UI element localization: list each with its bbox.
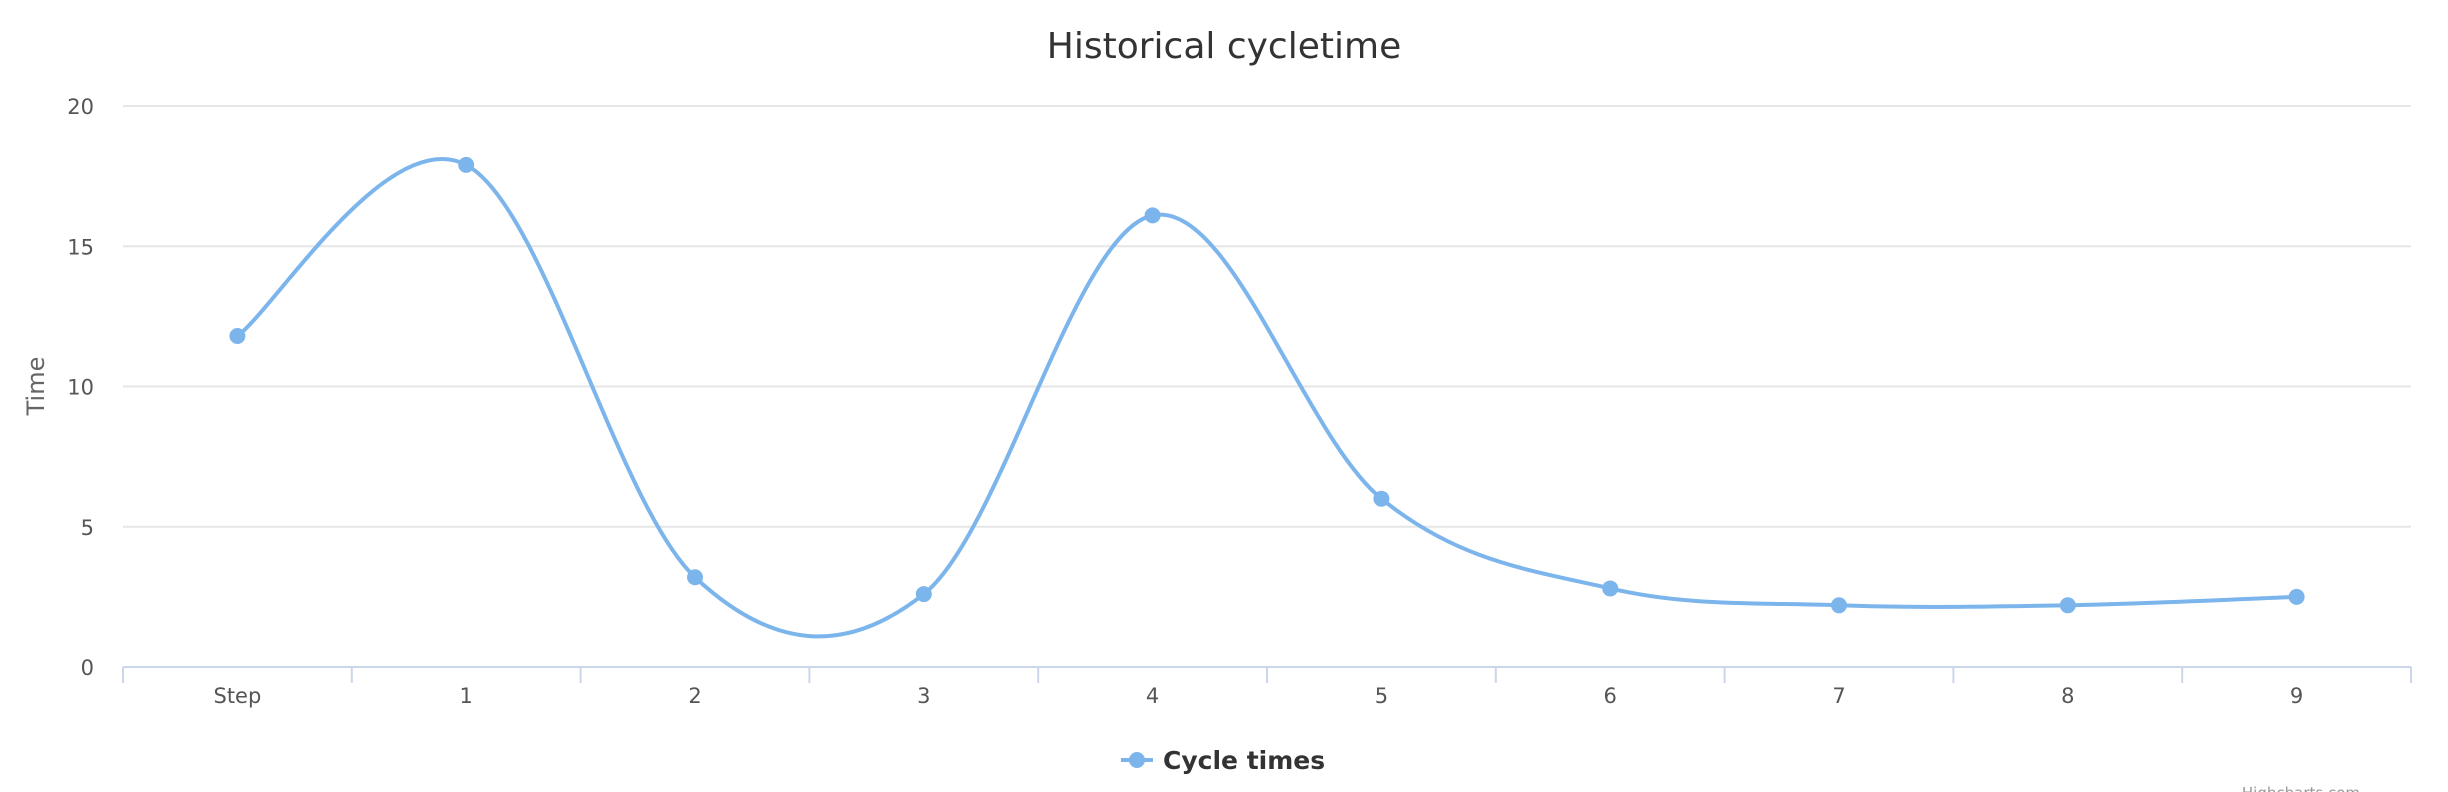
data-point-5[interactable] (1373, 490, 1390, 507)
data-point-1[interactable] (458, 156, 475, 173)
x-tick-label-4: 4 (1146, 684, 1159, 708)
x-tick-label-8: 8 (2061, 684, 2074, 708)
data-point-7[interactable] (1831, 597, 1847, 614)
y-tick-labels: 0 5 10 15 20 (67, 95, 94, 680)
legend-symbol-marker (1129, 752, 1145, 768)
legend-item-cycle-times[interactable]: Cycle times (1163, 746, 1325, 775)
data-point-4[interactable] (1144, 207, 1161, 224)
legend[interactable]: Cycle times (1121, 746, 1325, 775)
y-tick-label-10: 10 (67, 376, 94, 400)
data-point-step[interactable] (229, 328, 246, 345)
y-tick-label-5: 5 (81, 516, 94, 540)
data-point-8[interactable] (2059, 597, 2076, 614)
x-tick-label-9: 9 (2290, 684, 2303, 708)
data-point-9[interactable] (2288, 588, 2305, 605)
data-point-2[interactable] (687, 569, 703, 586)
x-tick-label-1: 1 (460, 684, 473, 708)
y-axis-title: Time (22, 357, 50, 417)
x-axis (122, 666, 2412, 683)
x-tick-label-step: Step (213, 684, 261, 708)
y-tick-label-20: 20 (67, 95, 94, 119)
y-tick-label-15: 15 (67, 235, 94, 259)
x-tick-labels: Step 1 2 3 4 5 6 7 8 9 (213, 684, 2303, 708)
y-tick-label-0: 0 (81, 656, 94, 680)
x-tick-label-3: 3 (917, 684, 930, 708)
series-cycle-times (229, 156, 2305, 639)
x-tick-label-2: 2 (688, 684, 701, 708)
x-tick-label-5: 5 (1375, 684, 1388, 708)
x-tick-label-7: 7 (1832, 684, 1845, 708)
chart-title: Historical cycletime (1047, 26, 1401, 67)
data-point-3[interactable] (915, 586, 932, 603)
series-line (235, 156, 2299, 639)
series-markers (229, 156, 2305, 614)
chart-credit[interactable]: Highcharts.com (2242, 784, 2360, 792)
x-tick-label-6: 6 (1604, 684, 1617, 708)
grid-lines (123, 105, 2411, 528)
data-point-6[interactable] (1602, 580, 1619, 597)
